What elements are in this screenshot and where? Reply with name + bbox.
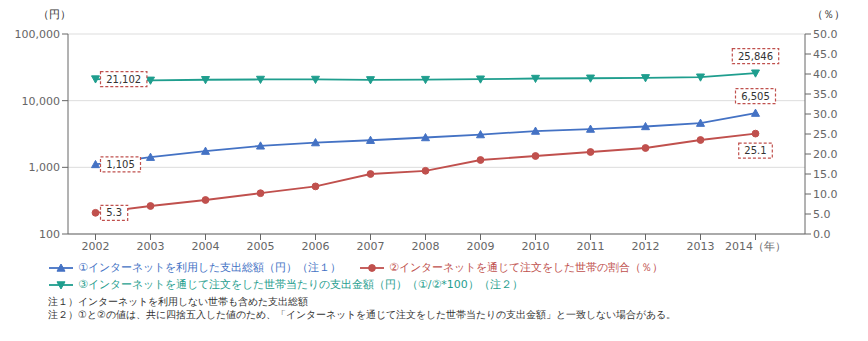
svg-text:2008: 2008 xyxy=(412,240,440,253)
svg-text:1,000: 1,000 xyxy=(29,161,61,174)
svg-text:2013: 2013 xyxy=(687,240,715,253)
svg-text:15.0: 15.0 xyxy=(813,168,838,181)
svg-text:2012: 2012 xyxy=(632,240,660,253)
svg-text:0.0: 0.0 xyxy=(813,228,831,241)
svg-text:10.0: 10.0 xyxy=(813,188,838,201)
svg-text:2014（年）: 2014（年） xyxy=(725,240,786,253)
svg-text:2005: 2005 xyxy=(247,240,275,253)
svg-text:2009: 2009 xyxy=(467,240,495,253)
svg-text:10,000: 10,000 xyxy=(22,95,61,108)
svg-text:100,000: 100,000 xyxy=(15,28,61,41)
svg-text:100: 100 xyxy=(39,228,60,241)
svg-text:40.0: 40.0 xyxy=(813,68,838,81)
svg-text:2007: 2007 xyxy=(357,240,385,253)
svg-text:50.0: 50.0 xyxy=(813,28,838,41)
svg-text:5.3: 5.3 xyxy=(106,207,122,218)
svg-text:2010: 2010 xyxy=(522,240,550,253)
svg-text:2006: 2006 xyxy=(302,240,330,253)
svg-text:21,102: 21,102 xyxy=(106,74,141,85)
svg-text:6,505: 6,505 xyxy=(741,91,770,102)
html-text:①インターネットを利用した支出総額（円）（注１）: ①インターネットを利用した支出総額（円）（注１） xyxy=(78,261,341,274)
svg-text:30.0: 30.0 xyxy=(813,108,838,121)
html-text:（円）: （円） xyxy=(38,8,71,21)
html-text:注１）インターネットを利用しない世帯も含めた支出総額: 注１）インターネットを利用しない世帯も含めた支出総額 xyxy=(48,296,308,307)
html-text:注２）①と②の値は、共に四捨五入した値のため、「インターネッ: 注２）①と②の値は、共に四捨五入した値のため、「インターネットを通じて注文をした… xyxy=(48,309,676,320)
svg-text:2004: 2004 xyxy=(192,240,220,253)
svg-text:2003: 2003 xyxy=(137,240,165,253)
svg-text:1,105: 1,105 xyxy=(106,159,135,170)
svg-text:2011: 2011 xyxy=(577,240,605,253)
svg-text:35.0: 35.0 xyxy=(813,88,838,101)
svg-text:25.1: 25.1 xyxy=(744,145,766,156)
svg-text:25,846: 25,846 xyxy=(738,51,773,62)
svg-text:25.0: 25.0 xyxy=(813,128,838,141)
svg-text:45.0: 45.0 xyxy=(813,48,838,61)
html-text:③インターネットを通じて注文をした世帯当たりの支出金額（円）: ③インターネットを通じて注文をした世帯当たりの支出金額（円）（①/②*100）（… xyxy=(78,278,523,291)
svg-text:20.0: 20.0 xyxy=(813,148,838,161)
svg-text:5.0: 5.0 xyxy=(813,208,831,221)
svg-text:2002: 2002 xyxy=(82,240,110,253)
html-text:②インターネットを通じて注文をした世帯の割合（％）: ②インターネットを通じて注文をした世帯の割合（％） xyxy=(388,261,663,274)
